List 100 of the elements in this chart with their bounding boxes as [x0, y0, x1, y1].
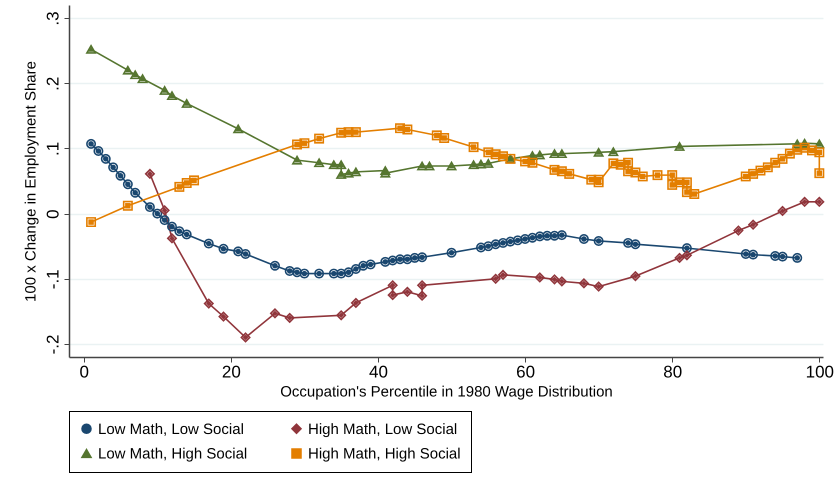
- point: [174, 182, 184, 192]
- point: [424, 162, 434, 170]
- point: [755, 166, 766, 176]
- point: [682, 243, 692, 254]
- point: [674, 142, 685, 151]
- point: [144, 168, 155, 179]
- point: [292, 156, 302, 165]
- point: [616, 160, 626, 170]
- point: [512, 235, 523, 246]
- point: [182, 229, 192, 240]
- point: [160, 215, 170, 226]
- point: [556, 230, 567, 240]
- legend-label: High Math, Low Social: [308, 420, 458, 438]
- point: [594, 236, 604, 246]
- point: [218, 312, 228, 322]
- point: [388, 290, 398, 300]
- point: [344, 267, 354, 278]
- point: [446, 248, 456, 258]
- point: [417, 280, 428, 290]
- point: [682, 177, 692, 188]
- point: [350, 127, 361, 138]
- point: [778, 252, 788, 262]
- point: [542, 230, 552, 241]
- point: [550, 164, 560, 175]
- point: [674, 177, 685, 188]
- point: [534, 150, 545, 160]
- point: [476, 160, 486, 168]
- x-tick-label: 40: [368, 362, 388, 382]
- point: [578, 278, 589, 288]
- point: [784, 148, 795, 159]
- legend-label: Low Math, Low Social: [98, 420, 244, 438]
- point: [689, 189, 700, 200]
- point: [534, 231, 545, 242]
- point: [144, 202, 155, 212]
- point: [314, 158, 324, 168]
- point: [402, 286, 412, 297]
- y-tick-label: .2: [44, 76, 62, 91]
- x-tick-label: 80: [663, 362, 682, 382]
- point: [204, 298, 214, 309]
- y-tick-label: -.1: [44, 269, 62, 290]
- point: [204, 238, 214, 249]
- point: [182, 178, 192, 188]
- point: [395, 123, 406, 134]
- point: [218, 244, 228, 254]
- point: [93, 146, 104, 156]
- point: [682, 250, 692, 260]
- point: [270, 308, 280, 318]
- point: [86, 44, 96, 54]
- point: [630, 239, 640, 250]
- point: [358, 260, 368, 271]
- point: [748, 168, 758, 179]
- y-tick-label: .1: [44, 142, 62, 156]
- point: [417, 290, 428, 301]
- point: [417, 162, 428, 170]
- point: [527, 232, 538, 243]
- y-tick-label: 0: [44, 209, 62, 219]
- point: [770, 158, 780, 168]
- point: [608, 147, 618, 156]
- point: [233, 246, 244, 256]
- point: [556, 149, 567, 158]
- point: [740, 249, 751, 259]
- point: [608, 158, 618, 168]
- point: [284, 312, 295, 323]
- point: [652, 170, 662, 180]
- point: [490, 149, 501, 160]
- x-tick-label: 100: [806, 362, 834, 382]
- point: [86, 138, 96, 149]
- point: [417, 252, 428, 262]
- point: [527, 151, 538, 160]
- point: [167, 233, 177, 244]
- point: [468, 160, 479, 170]
- point: [733, 226, 744, 236]
- point: [122, 66, 133, 75]
- point: [814, 196, 824, 207]
- point: [792, 252, 802, 263]
- point: [439, 132, 450, 143]
- point: [336, 160, 346, 170]
- point: [623, 238, 634, 248]
- point: [748, 250, 758, 260]
- point: [778, 154, 788, 164]
- point: [527, 158, 538, 168]
- point: [740, 171, 751, 182]
- point: [667, 180, 678, 190]
- point: [395, 254, 406, 264]
- point: [336, 310, 346, 320]
- point: [490, 274, 501, 284]
- point: [328, 160, 339, 170]
- point: [233, 124, 244, 134]
- point: [86, 217, 96, 228]
- point: [174, 226, 184, 236]
- point: [336, 128, 346, 138]
- point: [498, 270, 508, 280]
- point: [402, 254, 412, 264]
- point: [623, 166, 634, 176]
- point: [380, 256, 390, 267]
- point: [432, 130, 442, 140]
- point: [630, 271, 640, 282]
- point: [299, 138, 310, 148]
- point: [410, 252, 420, 263]
- point: [299, 268, 310, 279]
